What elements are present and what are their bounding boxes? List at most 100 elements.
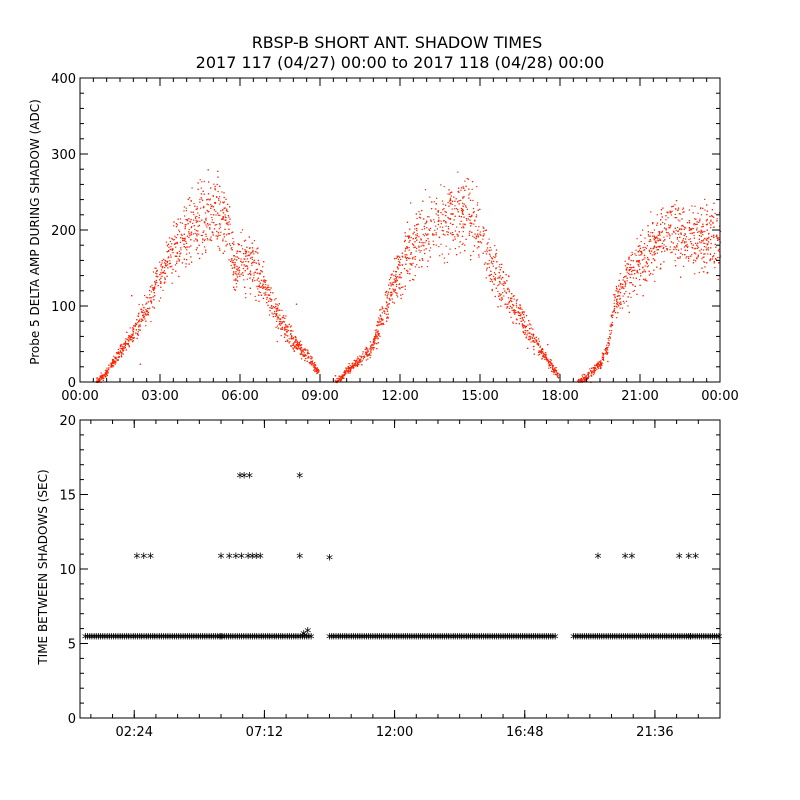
- amplitude-point: [283, 315, 285, 317]
- amplitude-point: [349, 365, 351, 367]
- amplitude-point: [386, 320, 388, 322]
- amplitude-point: [503, 284, 505, 286]
- amplitude-point: [188, 228, 190, 231]
- amplitude-point: [409, 268, 411, 270]
- amplitude-point: [681, 218, 683, 220]
- amplitude-point: [531, 333, 533, 335]
- amplitude-point: [219, 224, 221, 226]
- amplitude-point: [183, 210, 185, 212]
- amplitude-point: [210, 236, 212, 238]
- amplitude-point: [216, 196, 218, 198]
- amplitude-point: [190, 219, 192, 221]
- amplitude-point: [308, 362, 310, 364]
- amplitude-point: [388, 297, 390, 300]
- amplitude-point: [209, 223, 211, 226]
- amplitude-point: [393, 302, 395, 304]
- amplitude-point: [629, 264, 632, 266]
- amplitude-point: [630, 259, 632, 262]
- amplitude-point: [341, 374, 343, 376]
- amplitude-point: [532, 333, 534, 335]
- amplitude-point: [598, 365, 600, 367]
- amplitude-point: [701, 240, 703, 242]
- amplitude-point: [119, 350, 121, 353]
- amplitude-point: [212, 232, 214, 234]
- amplitude-point: [690, 243, 693, 245]
- amplitude-point: [401, 255, 403, 257]
- amplitude-point: [644, 257, 646, 259]
- amplitude-point: [478, 241, 480, 243]
- amplitude-point: [462, 209, 464, 211]
- amplitude-point: [653, 254, 655, 256]
- amplitude-point: [425, 222, 427, 224]
- amplitude-point: [279, 309, 281, 311]
- amplitude-point: [138, 312, 140, 314]
- amplitude-point: [654, 260, 656, 262]
- amplitude-point: [495, 252, 497, 255]
- amplitude-point: [121, 345, 123, 347]
- amplitude-point: [421, 258, 423, 260]
- amplitude-point: [644, 249, 646, 251]
- amplitude-point: [477, 236, 479, 238]
- amplitude-point: [138, 326, 140, 328]
- amplitude-point: [301, 352, 303, 354]
- amplitude-point: [429, 256, 431, 258]
- amplitude-point: [463, 196, 465, 198]
- amplitude-point: [658, 231, 660, 233]
- amplitude-point: [488, 266, 490, 268]
- amplitude-point: [706, 218, 708, 221]
- amplitude-point: [693, 223, 695, 225]
- amplitude-point: [444, 211, 446, 213]
- amplitude-point: [673, 231, 675, 233]
- amplitude-point: [291, 336, 293, 338]
- amplitude-point: [147, 307, 149, 310]
- amplitude-point: [185, 263, 187, 265]
- amplitude-point: [276, 325, 279, 327]
- amplitude-point: [119, 345, 122, 347]
- amplitude-point: [137, 334, 139, 336]
- amplitude-point: [258, 264, 260, 266]
- amplitude-point: [373, 340, 375, 342]
- amplitude-point: [661, 251, 663, 253]
- amplitude-point: [486, 263, 489, 265]
- amplitude-point: [629, 282, 631, 284]
- amplitude-point: [396, 266, 399, 268]
- amplitude-point: [427, 238, 429, 240]
- amplitude-point: [652, 222, 654, 224]
- amplitude-point: [524, 326, 526, 328]
- amplitude-point: [290, 325, 292, 327]
- amplitude-point: [475, 235, 477, 237]
- amplitude-point: [285, 324, 287, 327]
- amplitude-point: [437, 214, 439, 216]
- amplitude-point: [254, 271, 256, 273]
- amplitude-point: [669, 210, 671, 212]
- amplitude-point: [199, 198, 201, 201]
- amplitude-point: [682, 224, 684, 226]
- amplitude-point: [278, 303, 280, 305]
- amplitude-point: [112, 366, 114, 368]
- amplitude-point: [159, 279, 161, 281]
- amplitude-point: [276, 310, 278, 312]
- amplitude-point: [393, 278, 395, 280]
- amplitude-point: [584, 378, 586, 380]
- amplitude-point: [716, 234, 718, 236]
- amplitude-point: [622, 286, 624, 288]
- amplitude-point: [528, 339, 530, 341]
- amplitude-point: [223, 196, 225, 199]
- amplitude-point: [667, 212, 669, 214]
- amplitude-point: [663, 227, 666, 229]
- amplitude-point: [633, 269, 635, 271]
- amplitude-point: [445, 215, 447, 217]
- amplitude-point: [707, 238, 709, 240]
- amplitude-point: [602, 354, 604, 356]
- amplitude-point: [299, 347, 301, 349]
- amplitude-point: [509, 311, 511, 313]
- amplitude-point: [347, 371, 349, 373]
- amplitude-point: [465, 185, 467, 187]
- amplitude-point: [256, 248, 258, 250]
- amplitude-point: [408, 247, 410, 249]
- amplitude-point: [432, 234, 434, 236]
- amplitude-point: [360, 358, 362, 360]
- amplitude-point: [458, 191, 460, 193]
- amplitude-point: [607, 351, 609, 354]
- amplitude-point: [370, 350, 372, 352]
